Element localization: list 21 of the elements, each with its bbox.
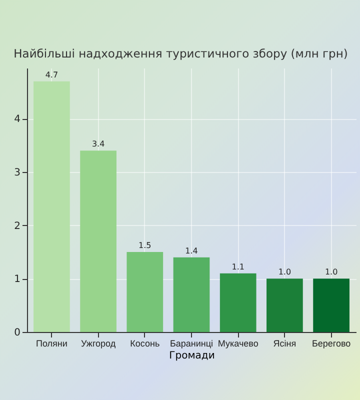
data-label: 4.7 xyxy=(45,70,58,80)
x-tick-label: Мукачево xyxy=(218,338,258,348)
data-label: 1.1 xyxy=(232,262,244,272)
x-tick-label: Поляни xyxy=(36,338,68,348)
y-tick-label: 3 xyxy=(14,168,20,178)
y-tick-label: 0 xyxy=(14,328,20,338)
x-axis-title: Громади xyxy=(169,350,215,362)
x-tick-label: Баранинці xyxy=(170,338,214,348)
x-tick-label: Ясіня xyxy=(273,338,296,348)
x-tick-label: Ужгород xyxy=(81,338,116,348)
x-tick-label: Косонь xyxy=(130,338,160,348)
data-label: 3.4 xyxy=(92,140,105,149)
y-tick-label: 4 xyxy=(14,114,20,126)
chart-title: Найбільші надходження туристичного збору (млн грн) xyxy=(14,46,348,60)
y-tick-label: 1 xyxy=(14,274,20,286)
y-tick-label: 2 xyxy=(14,220,20,232)
x-tick-label: Берегово xyxy=(312,338,351,348)
data-label: 1.0 xyxy=(324,268,338,277)
data-label: 1.0 xyxy=(278,268,292,277)
data-label: 1.5 xyxy=(138,241,152,250)
data-label: 1.4 xyxy=(185,246,198,256)
